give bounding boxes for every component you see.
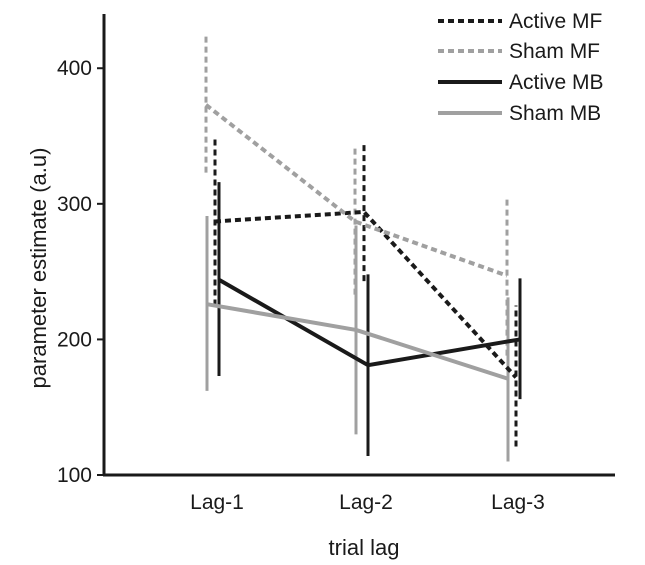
x-tick-label: Lag-3 — [491, 491, 545, 514]
legend: Active MF Sham MF Active MB Sham MB — [438, 10, 604, 125]
y-tick-label: 300 — [57, 193, 92, 216]
x-tick-label: Lag-2 — [339, 491, 393, 514]
legend-label: Active MB — [509, 71, 604, 94]
legend-label: Active MF — [509, 10, 602, 33]
y-tick-label: 400 — [57, 57, 92, 80]
legend-label: Sham MB — [509, 102, 601, 125]
error-bars — [206, 33, 520, 461]
legend-label: Sham MF — [509, 40, 600, 63]
y-tick-label: 200 — [57, 328, 92, 351]
y-axis-title: parameter estimate (a.u) — [26, 148, 51, 389]
y-tick-label: 100 — [57, 464, 92, 487]
x-tick-label: Lag-1 — [190, 491, 244, 514]
x-axis-title: trial lag — [329, 535, 400, 560]
